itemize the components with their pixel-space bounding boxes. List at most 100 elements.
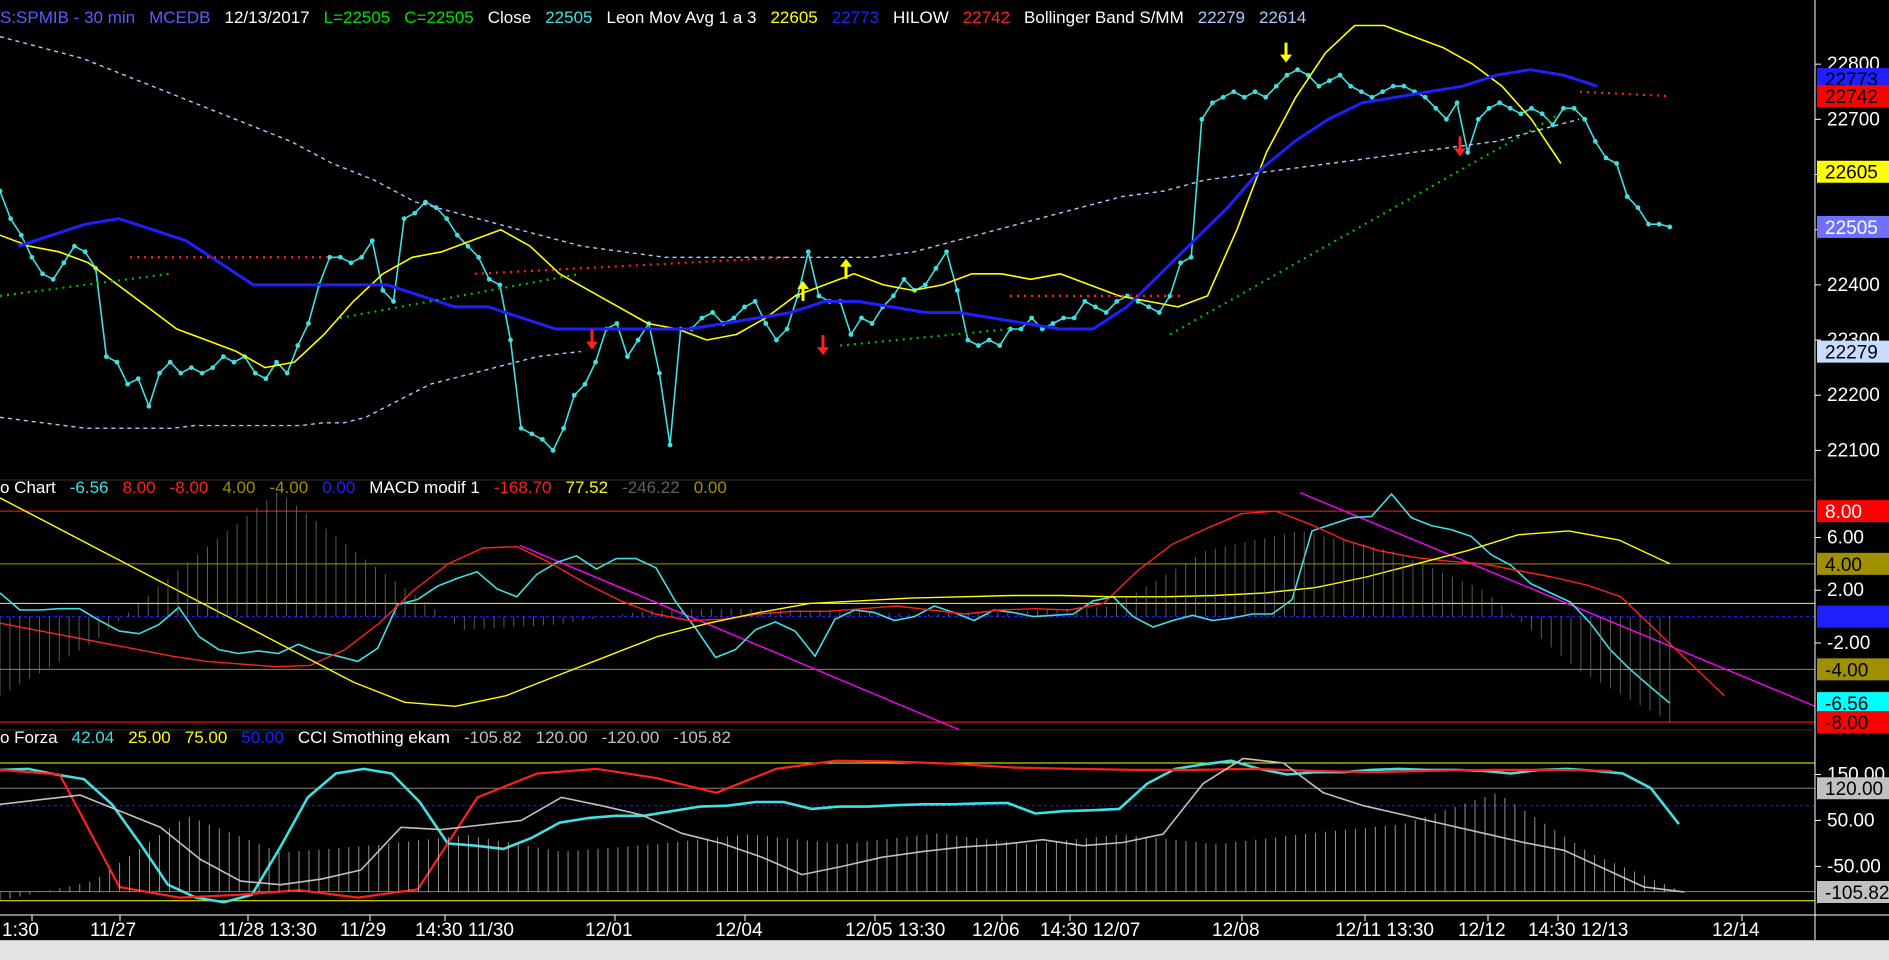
trend-line — [519, 544, 961, 731]
stop-dots — [1579, 90, 1671, 98]
panel3_header-item: -105.82 — [673, 728, 731, 747]
data-point — [593, 359, 598, 365]
data-point — [1592, 138, 1598, 144]
value-tag — [1817, 68, 1889, 91]
tick-label: -2.00 — [1827, 633, 1870, 654]
tick-label: 2.00 — [1827, 580, 1864, 601]
data-point — [1231, 89, 1237, 95]
value-tag-label: 120.00 — [1825, 779, 1883, 800]
data-point — [146, 403, 152, 409]
data-point — [210, 365, 216, 371]
panel2_header-item: 0.00 — [322, 478, 356, 497]
data-point — [816, 293, 822, 299]
data-point — [1029, 315, 1035, 321]
data-point — [220, 354, 226, 360]
data-point — [82, 249, 88, 255]
time-label: 12/08 — [1212, 920, 1260, 940]
value-tag — [1817, 500, 1889, 523]
data-point — [763, 321, 769, 326]
series-line-close — [0, 68, 1670, 452]
panel1_header-item: 12/13/2017 — [224, 8, 310, 27]
value-tag-label: -105.82 — [1825, 883, 1889, 904]
panel1_header-item: MCEDB — [149, 8, 211, 27]
tick-label: -50.00 — [1827, 856, 1881, 877]
time-label: 12/12 — [1458, 920, 1506, 940]
value-tag-label: 4.00 — [1825, 555, 1862, 576]
data-point — [869, 321, 875, 326]
panel2_header-item: -6.56 — [69, 478, 109, 497]
data-point — [50, 276, 56, 282]
data-point — [1507, 105, 1513, 111]
value-tag — [1817, 605, 1889, 628]
data-point — [1390, 83, 1396, 89]
data-point — [1582, 116, 1588, 122]
data-point — [1561, 105, 1566, 111]
cci-panel[interactable] — [0, 757, 1815, 904]
data-point — [1635, 205, 1641, 211]
panel2_header-item: o Chart — [0, 478, 56, 497]
data-point — [529, 431, 535, 437]
data-point — [933, 265, 939, 271]
data-point — [1241, 94, 1247, 100]
data-point — [1571, 105, 1577, 111]
panel2_header-item: -246.22 — [622, 478, 680, 497]
data-point — [742, 304, 747, 310]
data-point — [103, 354, 109, 360]
price-panel[interactable] — [0, 24, 1673, 453]
value-tag — [1817, 777, 1889, 800]
data-point — [1050, 321, 1056, 326]
value-tag-label: 8.00 — [1825, 502, 1862, 523]
data-point — [1486, 105, 1492, 111]
data-point — [337, 254, 343, 260]
data-point — [1103, 310, 1109, 315]
macd-panel[interactable] — [0, 491, 1816, 731]
data-point — [1454, 100, 1460, 106]
data-point — [263, 376, 269, 382]
panel1_header-item: 22773 — [831, 8, 880, 27]
tick-label: 22200 — [1827, 385, 1880, 406]
data-point — [1444, 116, 1449, 122]
tick-label: 50.00 — [1827, 810, 1875, 831]
stop-dots — [839, 327, 1011, 347]
panel1_header-item: Leon Mov Avg 1 a 3 — [606, 8, 757, 27]
data-point — [167, 359, 173, 365]
time-label: 11/29 — [340, 920, 386, 940]
data-point — [157, 370, 162, 376]
data-point — [8, 216, 14, 222]
up-arrow-icon — [797, 280, 809, 289]
data-point — [1656, 221, 1662, 227]
panel1_header-item: S:SPMIB - 30 min — [0, 8, 136, 27]
panel3_header-item: CCI Smothing ekam — [297, 728, 450, 747]
data-point — [890, 293, 896, 299]
data-point — [635, 337, 641, 343]
value-tag-label: 22505 — [1825, 218, 1878, 239]
data-point — [1539, 111, 1545, 117]
value-tag — [1817, 880, 1889, 903]
data-point — [1188, 254, 1194, 260]
data-point — [571, 392, 577, 398]
panel3_header-item: -105.82 — [463, 728, 522, 747]
time-label: 1:30 — [2, 920, 39, 940]
tick-label: 22100 — [1827, 440, 1880, 461]
value-tag-label: 0.00 — [1825, 608, 1862, 629]
time-label: 12/01 — [585, 920, 633, 940]
panel1_header-item: 22742 — [962, 8, 1011, 27]
panel1_header-item: HILOW — [893, 8, 949, 27]
time-label: 12/14 — [1712, 920, 1760, 940]
stop-dots — [1169, 112, 1561, 336]
down-arrow-icon — [1280, 54, 1292, 63]
panel2_header-item: MACD modif 1 — [369, 478, 480, 497]
data-point — [1093, 304, 1098, 310]
series-line-signal — [0, 510, 1725, 697]
price-panel-header: S:SPMIB - 30 min MCEDB 12/13/2017 L=22505 C=… — [0, 8, 1320, 30]
panel3_header-item: o Forza — [0, 728, 58, 747]
data-point — [72, 243, 77, 249]
series-line-hilow — [17, 68, 1598, 331]
data-point — [625, 354, 630, 360]
data-point — [189, 365, 194, 371]
data-point — [284, 370, 290, 376]
data-point — [1327, 78, 1332, 84]
data-point — [114, 359, 120, 365]
